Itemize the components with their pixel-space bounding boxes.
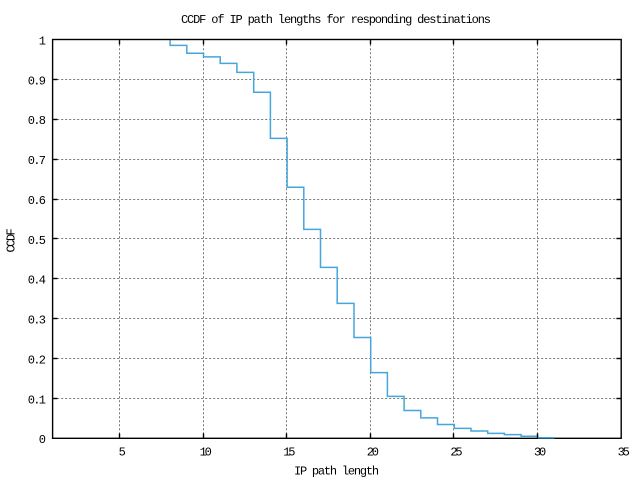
svg-text:20: 20 <box>367 446 379 460</box>
svg-text:0.8: 0.8 <box>28 114 46 128</box>
svg-text:0.5: 0.5 <box>28 234 46 248</box>
svg-text:0: 0 <box>39 433 46 447</box>
svg-text:35: 35 <box>618 446 630 460</box>
svg-text:0.4: 0.4 <box>28 274 46 288</box>
svg-text:IP path length: IP path length <box>294 465 379 479</box>
svg-text:0.3: 0.3 <box>28 314 46 328</box>
svg-text:5: 5 <box>119 446 126 460</box>
svg-text:CCDF of IP path lengths for re: CCDF of IP path lengths for responding d… <box>181 13 491 27</box>
svg-text:25: 25 <box>450 446 462 460</box>
svg-text:10: 10 <box>200 446 212 460</box>
svg-text:30: 30 <box>534 446 546 460</box>
svg-text:CCDF: CCDF <box>4 228 18 252</box>
svg-text:1: 1 <box>39 34 46 48</box>
svg-text:0.6: 0.6 <box>28 194 46 208</box>
svg-text:0.9: 0.9 <box>28 74 46 88</box>
svg-text:0.7: 0.7 <box>28 154 46 168</box>
svg-text:15: 15 <box>283 446 295 460</box>
svg-text:0.1: 0.1 <box>28 393 46 407</box>
svg-text:0.2: 0.2 <box>28 353 46 367</box>
